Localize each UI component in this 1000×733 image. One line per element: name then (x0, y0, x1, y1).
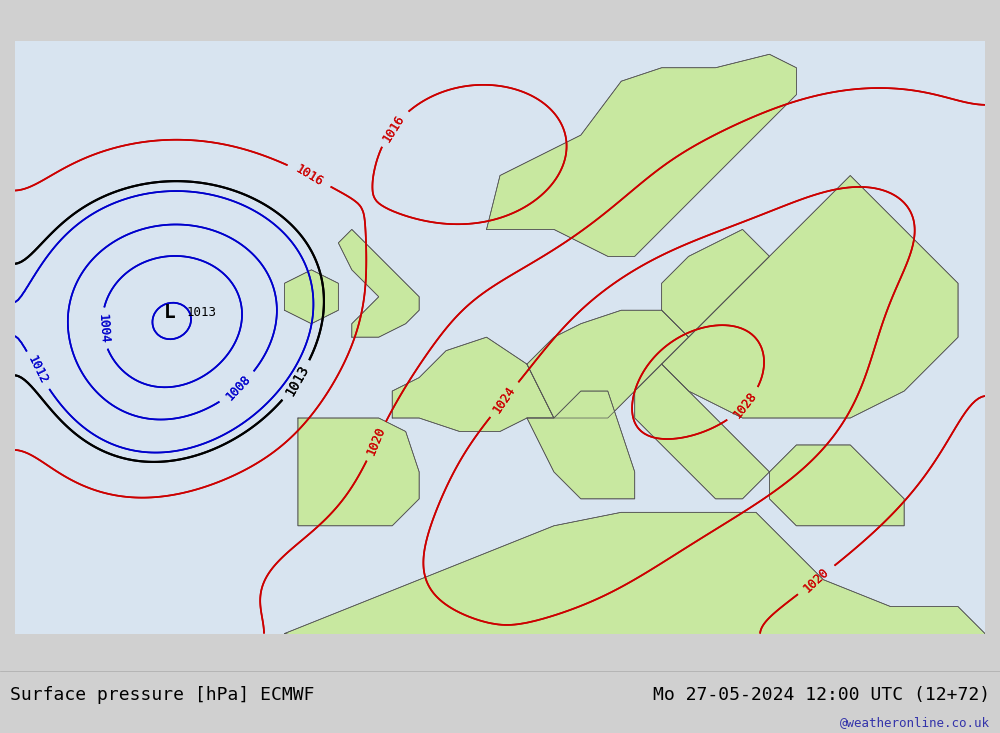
Polygon shape (662, 229, 769, 337)
Text: 1008: 1008 (223, 372, 253, 403)
Text: 1024: 1024 (491, 383, 518, 416)
Text: 1028: 1028 (731, 389, 759, 421)
Text: 1012: 1012 (25, 354, 50, 387)
Text: Surface pressure [hPa] ECMWF: Surface pressure [hPa] ECMWF (10, 685, 314, 704)
Polygon shape (338, 229, 419, 337)
Polygon shape (284, 512, 985, 660)
Polygon shape (662, 175, 958, 418)
Text: 1020: 1020 (801, 565, 832, 595)
Text: 1020: 1020 (364, 425, 388, 457)
Polygon shape (527, 310, 689, 418)
Text: 1016: 1016 (380, 112, 407, 144)
Text: 1008: 1008 (223, 372, 253, 403)
Text: @weatheronline.co.uk: @weatheronline.co.uk (840, 716, 990, 729)
Text: 1028: 1028 (731, 389, 759, 421)
Polygon shape (635, 364, 769, 499)
Polygon shape (769, 445, 904, 526)
Text: 1016: 1016 (293, 162, 326, 189)
Text: 1016: 1016 (293, 162, 326, 189)
Polygon shape (284, 270, 338, 324)
Polygon shape (487, 54, 796, 257)
Text: 1004: 1004 (95, 313, 110, 344)
Text: 1004: 1004 (95, 313, 110, 344)
Text: 1020: 1020 (364, 425, 388, 457)
Text: L: L (164, 303, 176, 323)
Text: Mo 27-05-2024 12:00 UTC (12+72): Mo 27-05-2024 12:00 UTC (12+72) (653, 685, 990, 704)
Text: 1020: 1020 (801, 565, 832, 595)
Text: 1024: 1024 (491, 383, 518, 416)
Text: 1013: 1013 (186, 306, 216, 320)
Polygon shape (527, 391, 635, 499)
Polygon shape (298, 418, 419, 526)
Text: 1013: 1013 (283, 363, 312, 399)
Text: 1013: 1013 (283, 363, 312, 399)
Text: 1016: 1016 (380, 112, 407, 144)
Text: 1012: 1012 (25, 354, 50, 387)
Polygon shape (392, 337, 554, 432)
